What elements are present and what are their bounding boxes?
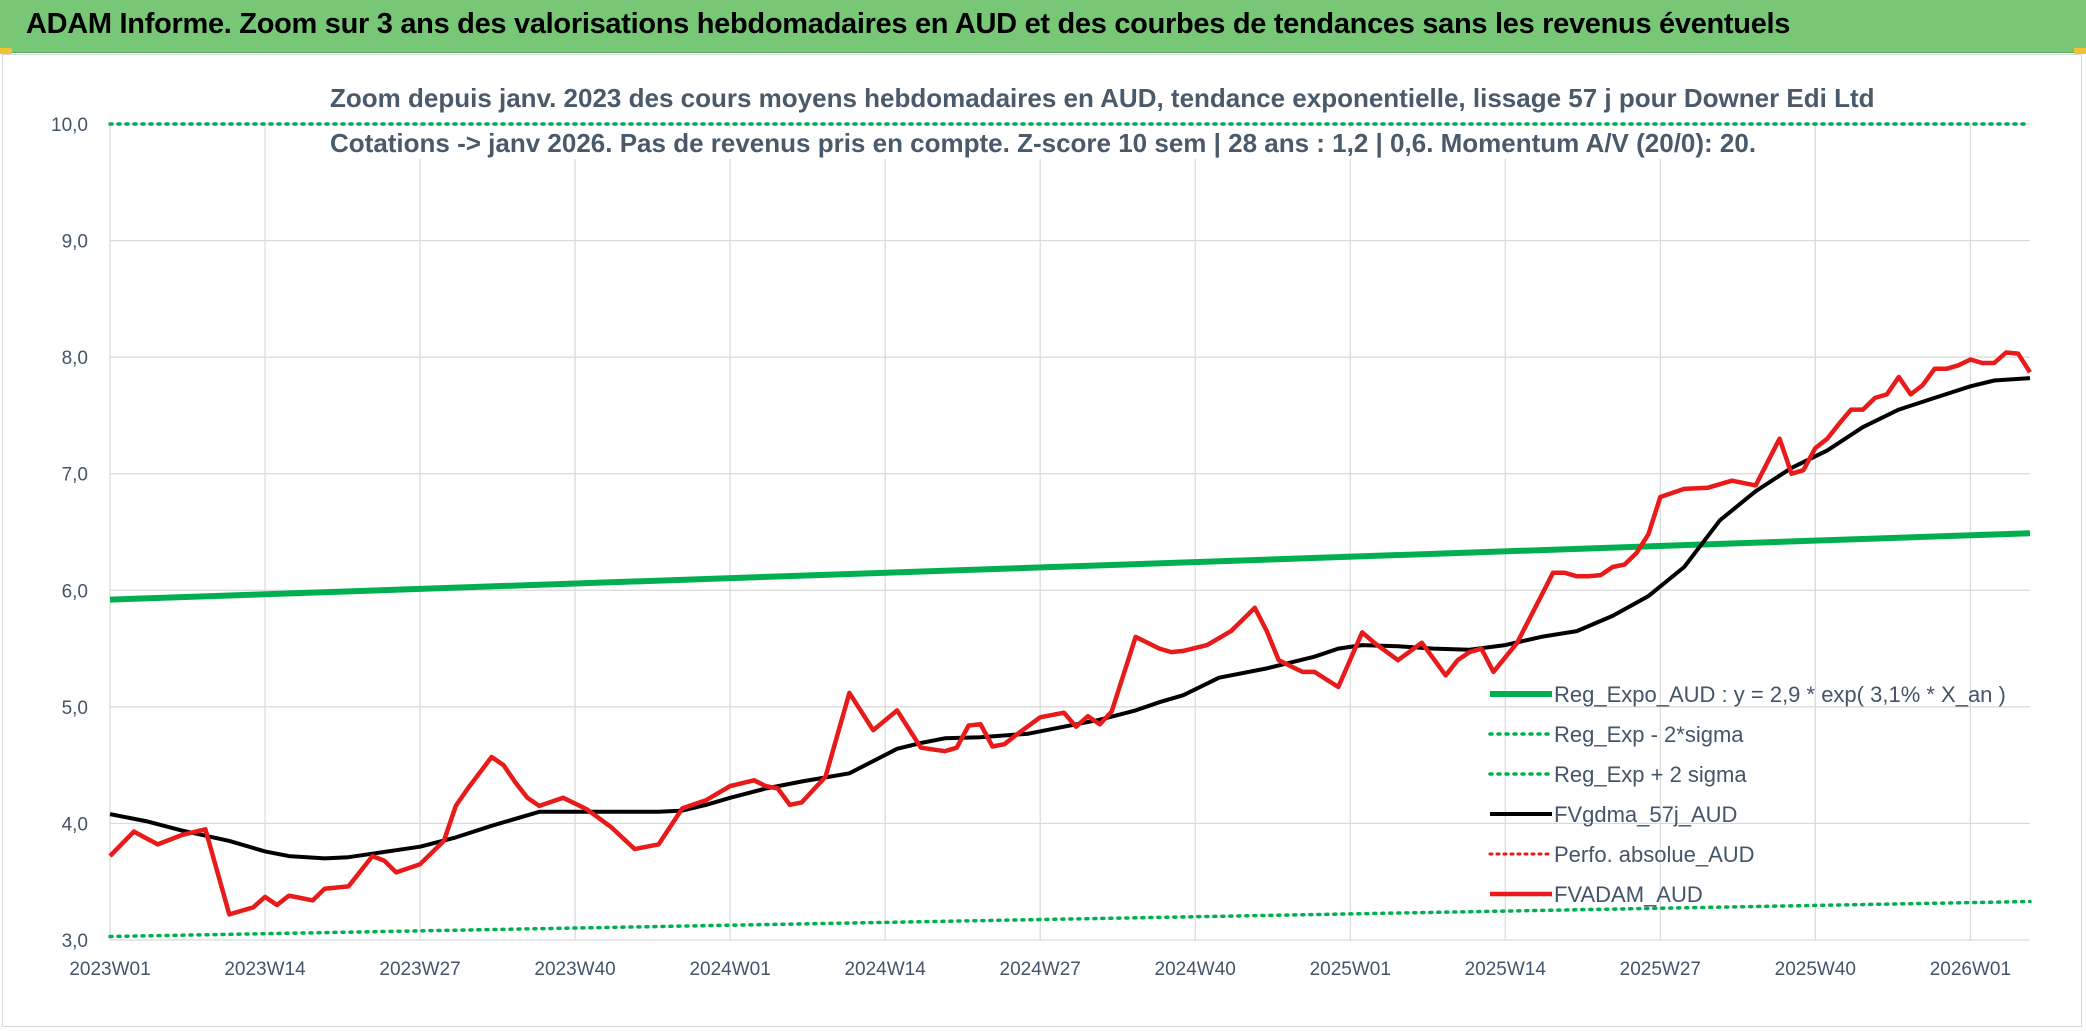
series-lines <box>108 122 2032 939</box>
chart-title: Zoom depuis janv. 2023 des cours moyens … <box>330 83 1875 114</box>
x-tick-label: 2026W01 <box>1930 959 2011 980</box>
y-tick-label: 8,0 <box>62 348 88 369</box>
legend-label: Reg_Exp - 2*sigma <box>1554 722 1744 747</box>
x-tick-label: 2023W01 <box>69 959 150 980</box>
y-tick-label: 10,0 <box>51 115 88 136</box>
legend-label: FVADAM_AUD <box>1554 882 1703 907</box>
grid-lines <box>109 123 2030 941</box>
y-tick-label: 6,0 <box>62 581 88 602</box>
x-tick-label: 2023W27 <box>379 959 460 980</box>
x-tick-label: 2024W14 <box>844 959 926 980</box>
x-tick-label: 2025W01 <box>1310 959 1391 980</box>
legend-label: Reg_Expo_AUD : y = 2,9 * exp( 3,1% * X_a… <box>1554 682 2006 707</box>
legend-label: Perfo. absolue_AUD <box>1554 842 1755 867</box>
fvadam-line <box>108 350 2032 917</box>
x-tick-label: 2025W27 <box>1620 959 1701 980</box>
report-header: ADAM Informe. Zoom sur 3 ans des valoris… <box>0 0 2086 53</box>
report-title: ADAM Informe. Zoom sur 3 ans des valoris… <box>26 8 1791 40</box>
x-tick-label: 2024W01 <box>689 959 770 980</box>
y-tick-label: 9,0 <box>62 232 88 253</box>
legend-label: FVgdma_57j_AUD <box>1554 802 1737 827</box>
reg-exp-minus-2sigma-line <box>108 899 2032 939</box>
x-tick-label: 2025W40 <box>1775 959 1856 980</box>
chart-subtitle: Cotations -> janv 2026. Pas de revenus p… <box>330 128 1757 159</box>
x-tick-label: 2025W14 <box>1465 959 1547 980</box>
y-tick-label: 5,0 <box>62 698 88 719</box>
x-tick-label: 2024W40 <box>1155 959 1236 980</box>
header-accent-left <box>0 48 12 54</box>
y-tick-label: 4,0 <box>62 814 88 835</box>
chart-frame <box>2 54 2082 1027</box>
legend-label: Reg_Exp + 2 sigma <box>1554 762 1747 787</box>
y-tick-label: 7,0 <box>62 465 88 486</box>
legend: Reg_Expo_AUD : y = 2,9 * exp( 3,1% * X_a… <box>1488 682 2006 907</box>
header-accent-right <box>2074 48 2086 54</box>
axis-labels: 3,0 4,0 5,0 6,0 7,0 8,0 9,0 10,0 2023W01 2023W14 2… <box>51 115 2011 980</box>
x-tick-label: 2023W14 <box>224 959 306 980</box>
reg-expo-line <box>109 530 2031 603</box>
x-tick-label: 2023W40 <box>534 959 615 980</box>
y-tick-label: 3,0 <box>62 931 88 952</box>
fvgdma-57j-line <box>109 376 2031 861</box>
x-tick-label: 2024W27 <box>1000 959 1081 980</box>
